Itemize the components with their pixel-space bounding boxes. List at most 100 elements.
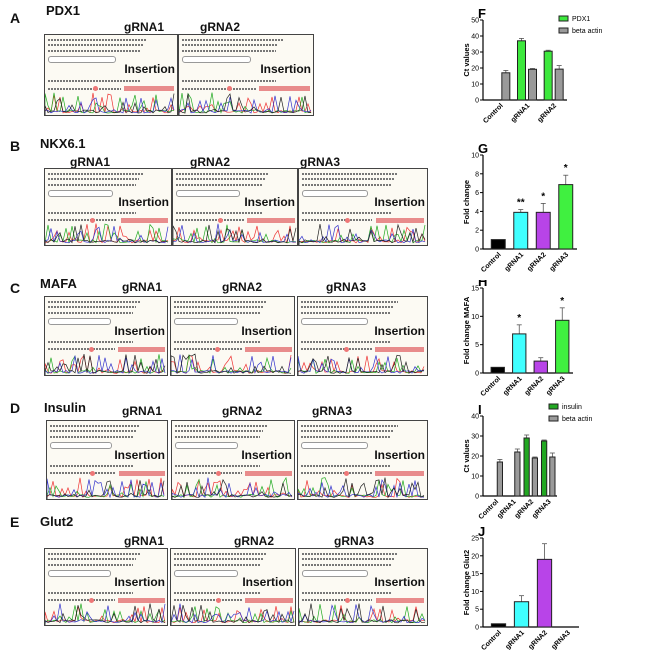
read-sequence [174, 340, 261, 343]
read-sequence [174, 348, 242, 351]
reference-sequence [182, 39, 283, 41]
trace-line [173, 225, 297, 245]
gene-title-mafa: MAFA [40, 276, 77, 291]
y-tick-label: 10 [471, 474, 479, 481]
panel-letter: F [478, 6, 486, 21]
grna-label: gRNA3 [326, 280, 367, 294]
legend-swatch [548, 415, 559, 422]
grna-label: gRNA2 [222, 404, 263, 418]
reference-sequence [48, 301, 140, 303]
trace-line [299, 604, 426, 625]
y-axis-label: Ct values [462, 43, 471, 76]
significance-marker: * [517, 313, 521, 324]
panel-letter-b: B [10, 138, 21, 154]
reference-sequence [174, 301, 267, 303]
y-tick-label: 8 [475, 171, 479, 178]
reference-sequence [182, 50, 276, 52]
chromatogram [298, 354, 425, 375]
y-tick-label: 4 [475, 209, 479, 216]
y-axis-label: Fold change MAFA [462, 296, 471, 364]
y-axis-label: Fold change Glut2 [462, 550, 471, 615]
bar-pdx1 [543, 50, 553, 101]
reference-sequence [301, 301, 398, 303]
chromatogram [299, 223, 426, 245]
mismatch-marker [345, 597, 351, 603]
y-tick-label: 5 [475, 342, 479, 349]
y-tick-label: 2 [475, 228, 479, 235]
read-sequence [302, 211, 392, 214]
chromatogram [171, 353, 292, 375]
insertion-highlight [245, 470, 292, 476]
reference-sequence [176, 178, 266, 180]
read-sequence [48, 211, 137, 214]
insertion-highlight [119, 470, 165, 476]
bar [513, 601, 530, 628]
trace-line [179, 95, 312, 115]
x-tick-label: gRNA3 [545, 375, 567, 397]
sequence-trace: Insertion [172, 168, 298, 246]
reference-sequence [174, 312, 261, 314]
reference-sequence [301, 312, 392, 314]
x-tick-label: gRNA3 [531, 498, 553, 520]
sequence-trace: Insertion [44, 548, 168, 626]
gene-title-glut2: Glut2 [40, 514, 74, 529]
bar [490, 366, 505, 374]
insertion-label: Insertion [114, 323, 165, 338]
promoter-annotation [301, 318, 368, 325]
mismatch-marker [344, 346, 350, 352]
bar [555, 319, 570, 374]
reference-sequence [48, 558, 136, 560]
reference-sequence [301, 425, 398, 427]
legend-label: beta actin [562, 416, 592, 423]
x-tick-label: gRNA1 [504, 251, 526, 273]
reference-sequence [48, 178, 139, 180]
promoter-annotation [50, 442, 112, 449]
promoter-annotation [174, 318, 238, 325]
read-sequence [182, 87, 256, 90]
bar-insulin [523, 437, 530, 497]
chromatogram [299, 603, 426, 625]
grna-label: gRNA2 [190, 155, 231, 169]
reference-sequence [301, 430, 394, 432]
trace-line [47, 481, 165, 499]
x-tick-label: gRNA1 [510, 102, 532, 124]
chart-h-mafa-fold-change: H 0 5 10 15 Fold change MAFA Control gRNA1 gRNA2… [455, 274, 655, 400]
read-sequence [175, 464, 261, 467]
mismatch-marker [215, 346, 221, 352]
significance-marker: ** [517, 198, 525, 209]
panel-letter: J [478, 524, 485, 539]
sequence-trace: Insertion [44, 34, 178, 116]
reference-sequence [302, 173, 398, 175]
promoter-annotation [302, 190, 368, 197]
mismatch-marker [90, 470, 96, 476]
trace-line [47, 478, 165, 499]
y-tick-label: 10 [471, 589, 479, 596]
grna-label: gRNA1 [122, 280, 163, 294]
significance-marker: * [564, 163, 568, 174]
trace-line [47, 479, 165, 499]
reference-sequence [50, 430, 137, 432]
x-tick-label: Control [480, 375, 503, 398]
y-axis-label: Fold change [462, 180, 471, 224]
grna-label: gRNA3 [300, 155, 341, 169]
reference-sequence [48, 50, 141, 52]
insertion-label: Insertion [114, 447, 165, 462]
grna-label: gRNA1 [124, 20, 165, 34]
chart-j-glut2-fold-change: J 0 5 10 15 20 25 Fold change Glut2 Control gRNA1… [455, 520, 655, 666]
sequence-trace: Insertion [178, 34, 314, 116]
insertion-label: Insertion [374, 574, 425, 589]
mismatch-marker [344, 470, 350, 476]
trace-line [45, 92, 175, 115]
reference-sequence [176, 173, 269, 175]
insertion-highlight [245, 597, 293, 603]
x-tick-label: gRNA2 [537, 102, 559, 124]
reference-sequence [301, 306, 394, 308]
chart-svg: G 0 2 4 6 8 10 Fold change Control gRNA1 gRNA2 gRNA… [462, 141, 577, 274]
panel-letter: I [478, 402, 482, 417]
grna-label: gRNA2 [234, 534, 275, 548]
read-sequence [301, 340, 392, 343]
insertion-highlight [118, 597, 165, 603]
read-sequence [301, 464, 392, 467]
grna-label: gRNA3 [312, 404, 353, 418]
